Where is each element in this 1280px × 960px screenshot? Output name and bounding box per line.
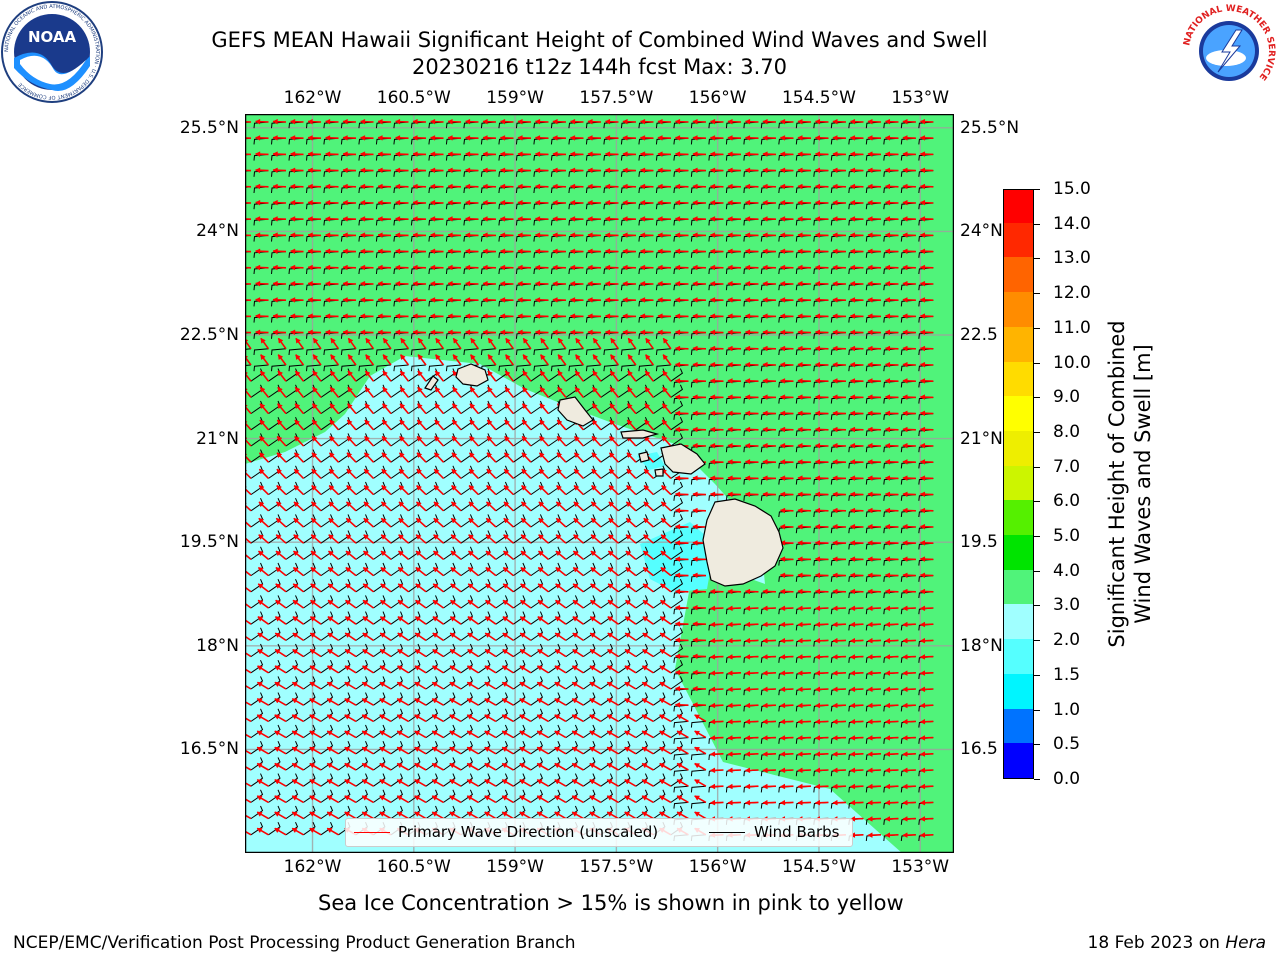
wind-barb — [585, 348, 601, 356]
noaa-logo: NATIONAL OCEANIC AND ATMOSPHERIC ADMINIS… — [1, 1, 103, 103]
wind-barb — [323, 364, 339, 372]
wind-barb — [585, 364, 601, 372]
wind-barb — [393, 348, 409, 356]
wind-barb — [340, 364, 357, 372]
wind-barb — [638, 364, 654, 372]
wind-barb — [268, 530, 281, 544]
map-panel — [245, 114, 954, 853]
wind-barb — [393, 364, 409, 372]
wind-barb — [603, 364, 619, 372]
wind-barb — [375, 364, 392, 372]
wind-barb — [638, 348, 654, 356]
wind-barb — [670, 368, 684, 382]
wind-barb — [338, 530, 351, 544]
wind-barb — [306, 348, 322, 356]
wind-barb — [253, 348, 269, 356]
wind-barb — [480, 348, 496, 356]
wind-barb — [670, 514, 684, 528]
wind-barb — [655, 364, 671, 372]
wave-field-high — [245, 114, 954, 853]
wind-barb — [445, 364, 462, 372]
wind-barb — [670, 481, 684, 496]
wind-barb — [568, 364, 584, 372]
wind-barb — [428, 348, 444, 356]
wind-barb — [655, 348, 671, 356]
wind-barb — [288, 348, 304, 356]
wind-barb — [498, 364, 514, 372]
wind-barb — [355, 530, 369, 544]
wind-barb — [410, 348, 427, 356]
wind-barb — [620, 364, 636, 372]
wind-barb — [410, 364, 427, 372]
wind-barb — [620, 348, 636, 356]
chart-subtitle: 20230216 t12z 144h fcst Max: 3.70 — [412, 55, 787, 79]
wind-barb — [533, 364, 549, 372]
wind-barb — [428, 364, 444, 372]
wind-barb — [250, 530, 264, 544]
wind-barb — [271, 348, 287, 356]
wind-barb — [498, 348, 514, 356]
wind-barb — [253, 364, 269, 372]
wind-barb — [303, 530, 316, 544]
wind-barb — [603, 348, 619, 356]
wind-barb — [533, 348, 549, 356]
wind-barb — [670, 433, 684, 447]
wind-barb — [375, 348, 392, 356]
wind-barb — [515, 364, 531, 372]
wind-barb — [670, 498, 684, 512]
wind-barb — [670, 400, 684, 415]
wind-barb — [340, 348, 357, 356]
wind-barb — [288, 364, 304, 372]
wind-barb — [358, 348, 374, 356]
wind-barb — [670, 384, 684, 398]
wind-barb — [550, 364, 566, 372]
noaa-logo-text: NOAA — [28, 28, 77, 46]
chart-title: GEFS MEAN Hawaii Significant Height of C… — [211, 28, 988, 52]
wind-barb — [550, 348, 566, 356]
wind-barb — [320, 530, 334, 544]
wind-barb — [323, 348, 339, 356]
wind-barb — [568, 348, 584, 356]
wind-barb — [445, 348, 462, 356]
wind-barb — [515, 348, 531, 356]
wind-barb — [463, 348, 479, 356]
wind-barb — [271, 364, 287, 372]
wind-barb — [670, 417, 684, 431]
wind-barb — [285, 530, 299, 544]
wind-barb — [245, 364, 252, 367]
wind-barb — [358, 364, 374, 372]
wind-barb — [306, 364, 322, 372]
nws-logo: NATIONAL WEATHER SERVICE — [1180, 2, 1278, 100]
wind-barb — [245, 348, 252, 350]
